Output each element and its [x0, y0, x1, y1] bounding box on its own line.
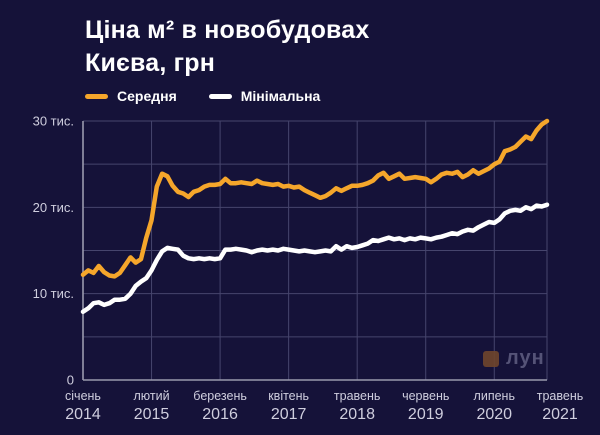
lun-logo-text: лун [506, 347, 545, 369]
x-tick-year-label: 2020 [476, 406, 512, 423]
series-line-Мінімальна [80, 202, 550, 315]
x-tick-year-label: 2017 [271, 406, 307, 423]
minimal-line-swatch-icon [208, 93, 232, 99]
average-line-swatch-icon [85, 93, 108, 99]
title-line-1: Ціна м² в новобудовах [85, 16, 370, 44]
y-tick-label: 10 тис. [33, 286, 74, 301]
x-tick-month-label: квітень [268, 389, 309, 403]
x-tick-year-label: 2016 [202, 406, 238, 423]
x-tick-year-label: 2015 [134, 406, 170, 423]
x-tick-year-label: 2021 [542, 406, 578, 423]
legend-label-average: Середня [117, 88, 177, 104]
title-line-2: Києва, грн [85, 48, 216, 77]
y-tick-label: 20 тис. [33, 200, 74, 215]
x-tick-month-label: травень [537, 389, 584, 403]
x-tick-month-label: липень [474, 389, 515, 403]
legend: Середня Мінімальна [85, 88, 320, 104]
x-tick-year-label: 2019 [408, 406, 444, 423]
x-tick-month-label: березень [193, 389, 247, 403]
axis-labels: 0 10 тис. 20 тис. 30 тис. січень 2014 лютий 201… [33, 114, 584, 424]
x-tick-month-label: червень [402, 389, 449, 403]
x-tick-year-label: 2014 [65, 406, 101, 423]
page-title: Ціна м² в новобудовах Києва, грн [85, 14, 505, 79]
y-tick-label: 0 [67, 373, 74, 388]
lun-watermark: лун [483, 347, 545, 370]
x-tick-month-label: січень [65, 389, 101, 403]
series-line-Середня [80, 118, 550, 279]
legend-item-minimal: Мінімальна [208, 88, 321, 104]
y-tick-label: 30 тис. [33, 114, 74, 129]
x-tick-month-label: травень [334, 389, 381, 403]
lun-logo-icon [483, 350, 499, 367]
legend-item-average: Середня [85, 88, 177, 104]
series-lines [80, 118, 550, 315]
x-tick-month-label: лютий [133, 389, 169, 403]
x-tick-year-label: 2018 [339, 406, 375, 423]
legend-label-minimal: Мінімальна [240, 88, 321, 104]
